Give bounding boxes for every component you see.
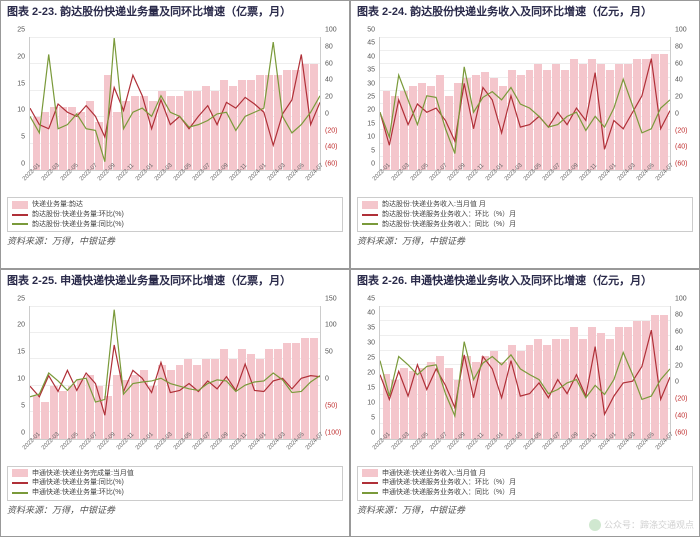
x-axis: 2022-012022-032022-052022-072022-092022-… bbox=[379, 171, 671, 191]
source-text: 资料来源：万得，中银证券 bbox=[357, 503, 693, 516]
y-axis-left: 05101520253035404550 bbox=[357, 37, 377, 171]
plot-area bbox=[379, 37, 671, 171]
chart-title: 图表 2-25. 申通快递快递业务量及同环比增速（亿票，月） bbox=[7, 274, 343, 304]
watermark: 公众号：蹄涤交通观点 bbox=[589, 518, 694, 531]
chart-title: 图表 2-26. 申通快递快递业务收入及同环比增速（亿元，月） bbox=[357, 274, 693, 304]
x-axis: 2022-012022-032022-052022-072022-092022-… bbox=[29, 440, 321, 460]
chart-area: 0510152025 (60)(40)(20)0204060801002022-0… bbox=[7, 37, 343, 195]
legend: 申通快递:快递业务收入:当月值 月申通快递:快递服务业务收入：环比（%）月申通快… bbox=[357, 466, 693, 501]
chart-title: 图表 2-23. 韵达股份快递业务量及同环比增速（亿票，月） bbox=[7, 5, 343, 35]
plot-area bbox=[29, 37, 321, 171]
y-axis-left: 0510152025 bbox=[7, 37, 27, 171]
chart-title: 图表 2-24. 韵达股份快递业务收入及同环比增速（亿元，月） bbox=[357, 5, 693, 35]
x-axis: 2022-012022-032022-052022-072022-092022-… bbox=[379, 440, 671, 460]
plot-area bbox=[29, 306, 321, 440]
chart-area: 051015202530354045 (60)(40)(20)0204060801… bbox=[357, 306, 693, 464]
y-axis-left: 0510152025 bbox=[7, 306, 27, 440]
chart-area: 05101520253035404550 (60)(40)(20)02040608… bbox=[357, 37, 693, 195]
source-text: 资料来源：万得，中银证券 bbox=[7, 234, 343, 247]
x-axis: 2022-012022-032022-052022-072022-092022-… bbox=[29, 171, 321, 191]
y-axis-right: (60)(40)(20)020406080100 bbox=[673, 37, 693, 171]
y-axis-right: (60)(40)(20)020406080100 bbox=[673, 306, 693, 440]
plot-area bbox=[379, 306, 671, 440]
chart-panel-0: 图表 2-23. 韵达股份快递业务量及同环比增速（亿票，月）0510152025… bbox=[0, 0, 350, 269]
source-text: 资料来源：万得，中银证券 bbox=[7, 503, 343, 516]
chart-area: 0510152025 (100)(50)0501001502022-012022-… bbox=[7, 306, 343, 464]
source-text: 资料来源：万得，中银证券 bbox=[357, 234, 693, 247]
y-axis-right: (100)(50)050100150 bbox=[323, 306, 343, 440]
chart-panel-3: 图表 2-26. 申通快递快递业务收入及同环比增速（亿元，月）051015202… bbox=[350, 269, 700, 537]
y-axis-left: 051015202530354045 bbox=[357, 306, 377, 440]
legend: 申通快递:快递业务完成量:当月值申通快递:快递业务量:同比(%)申通快递:快递业… bbox=[7, 466, 343, 501]
chart-panel-2: 图表 2-25. 申通快递快递业务量及同环比增速（亿票，月）0510152025… bbox=[0, 269, 350, 537]
y-axis-right: (60)(40)(20)020406080100 bbox=[323, 37, 343, 171]
legend: 韵达股份:快递业务收入:当月值 月韵达股份:快递服务业务收入：环比（%）月韵达股… bbox=[357, 197, 693, 232]
chart-panel-1: 图表 2-24. 韵达股份快递业务收入及同环比增速（亿元，月）051015202… bbox=[350, 0, 700, 269]
legend: 快递业务量:韵达韵达股份:快递业务量:环比(%)韵达股份:快递业务量:同比(%) bbox=[7, 197, 343, 232]
